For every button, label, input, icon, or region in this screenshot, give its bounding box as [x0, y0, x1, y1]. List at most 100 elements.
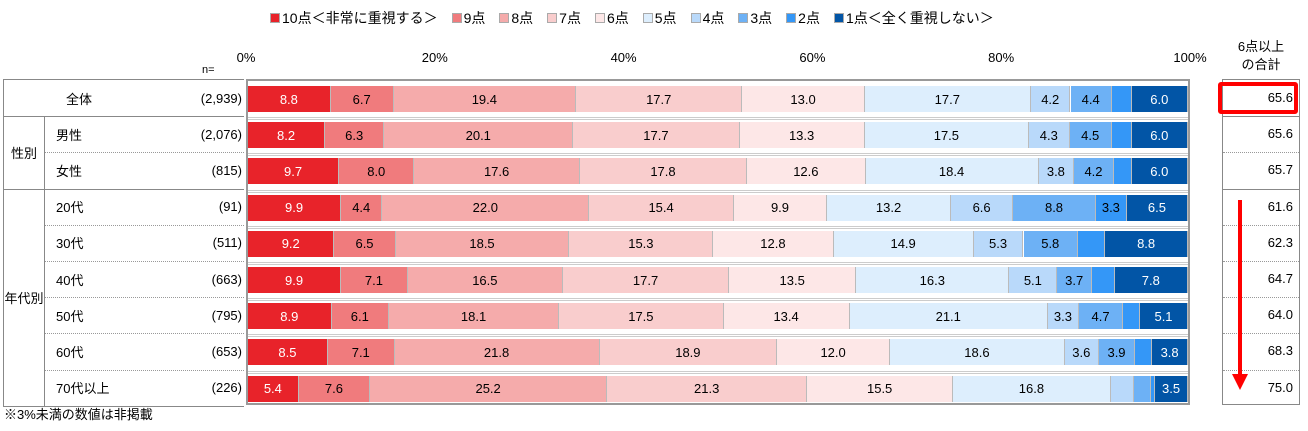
bar-segment: [1078, 230, 1106, 257]
bar-segment: 18.9: [599, 339, 778, 366]
legend-swatch: [690, 13, 701, 23]
bar-value-label: 13.3: [788, 127, 815, 143]
bar-segment: 8.5: [248, 339, 328, 366]
row-divider: [45, 261, 244, 262]
bar-value-label: 6.0: [1150, 163, 1169, 179]
sum-value: 65.6: [1267, 90, 1293, 105]
bar-value-label: 25.2: [475, 381, 501, 397]
row-divider: [45, 297, 244, 299]
bar-value-label: 5.8: [1041, 236, 1060, 252]
row-divider: [45, 333, 244, 335]
bar-segment: 7.1: [341, 267, 408, 293]
bar-segment: 13.2: [827, 194, 952, 221]
row-n: (663): [211, 271, 242, 287]
bar-segment: [1151, 375, 1156, 402]
bar-value-label: 4.4: [352, 200, 371, 216]
legend-label: 4点: [702, 10, 725, 26]
x-tick-label: 60%: [799, 50, 826, 65]
bar-segment: 18.1: [389, 303, 560, 330]
bar-value-label: 9.2: [281, 236, 300, 252]
legend-swatch: [547, 13, 558, 23]
bar-segment: 6.3: [325, 122, 385, 149]
bar-value-label: 8.2: [277, 127, 296, 143]
bar-value-label: 3.8: [1160, 344, 1179, 360]
bar-segment: 4.2: [1074, 158, 1114, 185]
bar-value-label: 14.9: [890, 236, 916, 252]
legend-item: 6点: [594, 8, 629, 28]
legend-item: 1点＜全く重視しない＞: [833, 8, 994, 28]
bar-value-label: 17.7: [632, 272, 659, 288]
bar-value-label: 6.7: [352, 91, 371, 107]
bar-value-label: 7.1: [364, 272, 383, 288]
bar-value-label: 18.6: [964, 344, 990, 360]
legend-swatch: [451, 13, 462, 23]
bar-value-label: 21.8: [483, 344, 510, 360]
row-label: 60代: [56, 344, 84, 360]
bar-value-label: 18.4: [938, 163, 965, 179]
bar-segment: 19.4: [393, 86, 577, 112]
row-label: 男性: [56, 127, 83, 143]
legend-item: 3点: [738, 8, 772, 28]
row-label: 70代以上: [56, 381, 110, 397]
legend-label: 3点: [750, 10, 773, 26]
bar-value-label: 4.2: [1084, 163, 1103, 179]
row-divider: [1223, 116, 1299, 118]
bar-segment: 7.8: [1114, 267, 1188, 293]
row-divider: [248, 153, 1188, 157]
bar-segment: 17.5: [864, 122, 1030, 149]
bar-segment: [1111, 86, 1132, 112]
row-n: (91): [218, 199, 242, 215]
row-n: (653): [211, 343, 242, 359]
bar-segment: 8.8: [1105, 230, 1188, 257]
bar-segment: 17.8: [579, 158, 748, 185]
bar-value-label: 12.0: [820, 344, 846, 360]
bar-segment: 4.4: [1070, 86, 1112, 112]
bar-value-label: 13.5: [779, 272, 805, 288]
arrowhead-icon: [1232, 374, 1248, 390]
group-label: 性別: [4, 116, 45, 189]
bar-value-label: 3.8: [1046, 163, 1065, 179]
row-divider: [45, 224, 244, 226]
bar-value-label: 4.2: [1041, 91, 1060, 107]
bar-value-label: 5.3: [989, 236, 1008, 252]
bar-value-label: 13.0: [790, 91, 816, 107]
bar-segment: 3.3: [1095, 194, 1127, 221]
bar-segment: 13.5: [729, 267, 857, 293]
bar-segment: 4.5: [1069, 122, 1112, 149]
legend-label: 5点: [654, 10, 677, 26]
bar-segment: 13.4: [723, 303, 850, 330]
bar-value-label: 15.5: [866, 381, 893, 397]
bar-value-label: 22.0: [472, 200, 498, 216]
legend-label: 6点: [606, 10, 629, 26]
bar-segment: 12.6: [747, 158, 866, 185]
legend-swatch: [499, 13, 510, 23]
bar-value-label: 6.5: [355, 236, 374, 252]
row-label: 20代: [56, 200, 84, 216]
row-n: (815): [211, 162, 242, 178]
bar-segment: 5.1: [1140, 303, 1188, 330]
legend-label: 10点＜非常に重視する＞: [282, 10, 438, 26]
row-label-table: 全体 (2,939) 男性 (2,076) 女性 (815) 20代 (91) 30代 (511)…: [3, 79, 244, 407]
row-divider: [1223, 297, 1299, 299]
sum-header-line1: 6点以上: [1237, 39, 1285, 54]
row-n: (226): [211, 380, 242, 396]
bar-value-label: 9.9: [770, 200, 790, 216]
bar-value-label: 7.6: [324, 381, 343, 397]
sum-value: 75.0: [1267, 379, 1293, 395]
bar-segment: 12.8: [713, 230, 834, 257]
row-label: 40代: [56, 272, 84, 288]
row-divider: [4, 116, 244, 118]
bar-segment: 3.6: [1064, 339, 1099, 366]
bar-segment: 20.1: [384, 122, 574, 149]
legend-item: 9点: [451, 8, 485, 28]
bar-value-label: 3.5: [1162, 381, 1181, 397]
bar-segment: [1092, 267, 1115, 293]
bar-value-label: 3.9: [1107, 344, 1126, 360]
sum-header: 6点以上 の合計: [1222, 38, 1300, 74]
legend-swatch: [786, 13, 797, 23]
bar-segment: 4.4: [341, 194, 383, 221]
bar-value-label: 21.1: [935, 308, 961, 324]
bar-segment: [1113, 158, 1132, 185]
legend-item: 10点＜非常に重視する＞: [270, 8, 438, 28]
bar-segment: 4.3: [1029, 122, 1070, 149]
